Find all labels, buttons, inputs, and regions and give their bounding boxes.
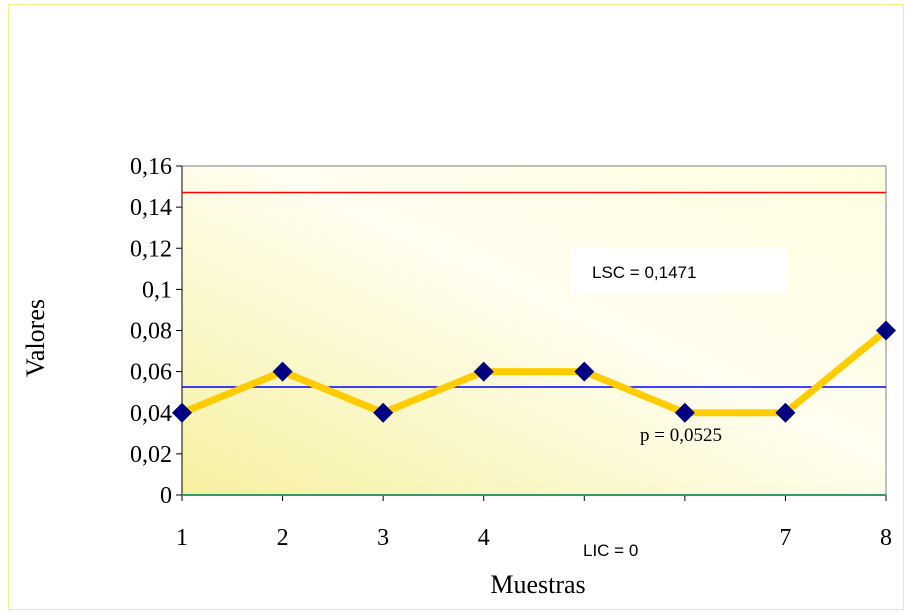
y-tick-label: 0,1	[142, 277, 172, 303]
data-point	[473, 361, 494, 382]
x-tick-label: 8	[880, 525, 892, 551]
data-point	[876, 320, 896, 341]
y-tick-label: 0,12	[130, 236, 172, 262]
y-tick-label: 0	[160, 483, 172, 509]
plot-area	[181, 165, 887, 496]
y-axis-title: Valores	[21, 299, 50, 377]
ucl-label: LSC = 0,1471	[592, 263, 696, 282]
data-point	[775, 402, 796, 423]
y-tick-label: 0,04	[130, 401, 172, 427]
data-point	[674, 402, 695, 423]
x-tick-label: 3	[377, 525, 389, 551]
x-tick-label: 4	[478, 525, 490, 551]
y-tick-label: 0,16	[130, 154, 172, 180]
data-point	[172, 402, 192, 423]
center-label: p = 0,0525	[640, 425, 722, 446]
lcl-label: LIC = 0	[583, 541, 638, 560]
data-point	[373, 402, 394, 423]
x-axis-title: Muestras	[490, 570, 585, 599]
y-tick-label: 0,08	[130, 319, 172, 345]
y-tick-label: 0,14	[130, 195, 172, 221]
y-tick-label: 0,02	[130, 442, 172, 468]
x-tick-label: 1	[176, 525, 188, 551]
x-tick-label: 2	[277, 525, 289, 551]
ucl-label-box	[571, 248, 787, 294]
data-point	[574, 361, 595, 382]
data-point	[272, 361, 293, 382]
y-tick-label: 0,06	[130, 360, 172, 386]
series-line	[178, 327, 890, 417]
x-tick-label: 7	[779, 525, 791, 551]
